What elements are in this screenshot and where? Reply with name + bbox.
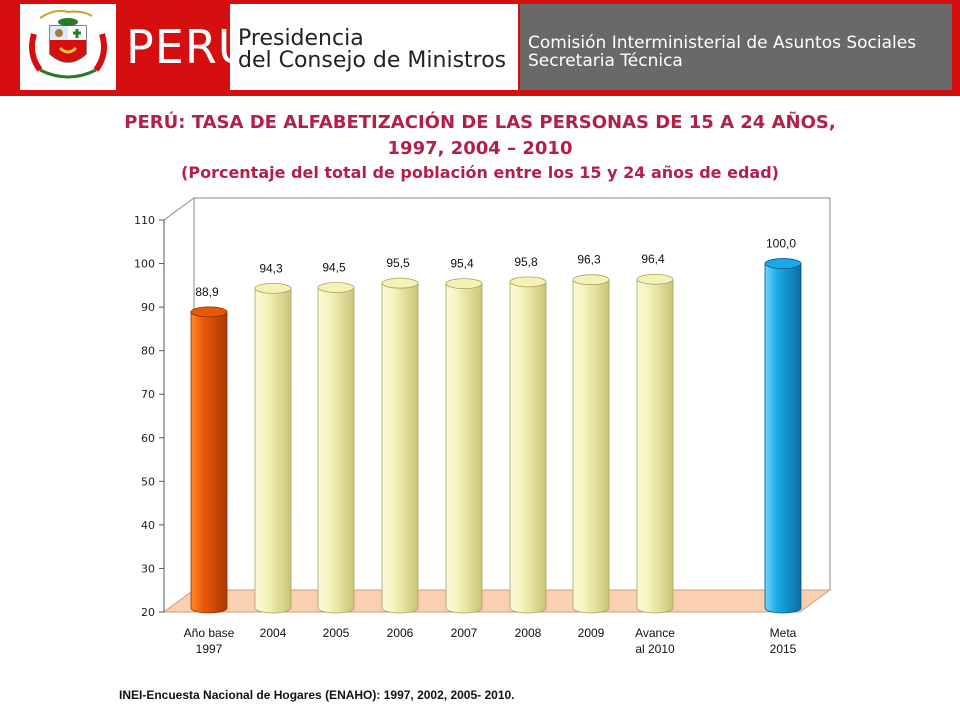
- y-tick-label: 70: [141, 388, 155, 401]
- chart-title: PERÚ: TASA DE ALFABETIZACIÓN DE LAS PERS…: [124, 112, 836, 133]
- bar-top: [254, 282, 292, 294]
- bar-value-label: 96,4: [641, 252, 665, 266]
- presidencia-line-2: del Consejo de Ministros: [238, 48, 507, 73]
- bar-body: [254, 287, 292, 614]
- x-category-label: Meta: [770, 626, 797, 640]
- x-category-label: 2009: [578, 626, 605, 640]
- bar-top: [572, 274, 610, 286]
- y-tick-label: 100: [134, 258, 155, 271]
- bar-value-label: 95,5: [386, 256, 410, 270]
- y-tick-label: 50: [141, 475, 155, 488]
- y-tick-label: 40: [141, 519, 155, 532]
- x-category-label: 2005: [323, 626, 350, 640]
- chart-subtitle: (Porcentaje del total de población entre…: [181, 163, 779, 182]
- x-category-label: 2006: [387, 626, 414, 640]
- commission-line-2: Secretaria Técnica: [528, 51, 683, 71]
- x-category-label: 1997: [196, 642, 223, 656]
- chart-side-wall: [163, 197, 195, 613]
- y-tick-label: 90: [141, 301, 155, 314]
- bar-top: [190, 306, 228, 318]
- bar-value-label: 100,0: [766, 237, 796, 251]
- y-tick-label: 110: [134, 214, 155, 227]
- commission-line-1: Comisión Interministerial de Asuntos Soc…: [528, 33, 917, 53]
- bar-body: [381, 282, 419, 614]
- y-tick-label: 20: [141, 606, 155, 619]
- coat-of-arms-icon: [29, 9, 107, 79]
- bar-value-label: 96,3: [577, 253, 601, 267]
- bar-top: [509, 276, 547, 288]
- bar-value-label: 95,8: [514, 255, 538, 269]
- x-category-label: Año base: [184, 626, 235, 640]
- bar-top: [317, 282, 355, 293]
- bar-value-label: 95,4: [450, 257, 474, 271]
- bar-top: [636, 273, 674, 285]
- x-category-label: 2007: [451, 626, 478, 640]
- source-note: INEI-Encuesta Nacional de Hogares (ENAHO…: [119, 688, 515, 702]
- x-category-label: 2008: [515, 626, 542, 640]
- bar-body: [445, 283, 483, 614]
- y-tick-label: 80: [141, 345, 155, 358]
- bar-body: [572, 279, 610, 614]
- presidencia-panel: Presidencia del Consejo de Ministros: [230, 4, 518, 90]
- y-tick-label: 30: [141, 562, 155, 575]
- coat-of-arms-logo: [20, 4, 116, 90]
- x-category-label: 2004: [260, 626, 287, 640]
- header-banner: PERÚ Presidencia del Consejo de Ministro…: [0, 0, 960, 96]
- bar-body: [764, 263, 802, 614]
- x-category-label: Avance: [635, 626, 675, 640]
- bar-top: [764, 258, 802, 269]
- bar-body: [317, 287, 355, 614]
- commission-panel: Comisión Interministerial de Asuntos Soc…: [520, 4, 952, 90]
- x-category-label: 2015: [770, 642, 797, 656]
- bar-body: [190, 311, 228, 614]
- y-tick-label: 60: [141, 432, 155, 445]
- header-panels: PERÚ Presidencia del Consejo de Ministro…: [6, 4, 952, 90]
- chart-title-line-2: 1997, 2004 – 2010: [387, 138, 573, 159]
- presidencia-line-1: Presidencia: [238, 26, 364, 51]
- bar-body: [509, 281, 547, 614]
- bar-value-label: 94,5: [322, 261, 346, 275]
- bar-body: [636, 278, 674, 614]
- bar-top: [381, 277, 419, 289]
- bar-top: [445, 278, 483, 289]
- x-category-label: al 2010: [635, 642, 675, 656]
- bar-value-label: 94,3: [259, 261, 283, 275]
- bar-value-label: 88,9: [195, 285, 219, 299]
